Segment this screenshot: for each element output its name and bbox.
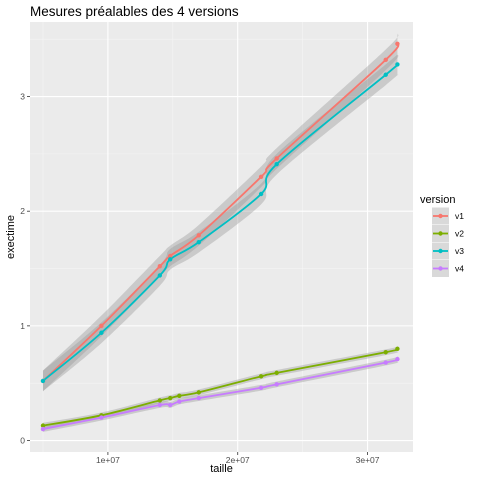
- point-v1: [383, 57, 388, 63]
- line-v4: [42, 358, 400, 430]
- legend-point-v2: [438, 231, 443, 236]
- line-v1: [42, 43, 400, 382]
- point-v4: [274, 382, 279, 387]
- legend: version v1 v2 v3 v4: [420, 194, 464, 277]
- legend-label-v4: v4: [455, 264, 464, 274]
- x-axis-title: taille: [210, 463, 233, 475]
- grid-minor: [30, 22, 413, 452]
- point-v4: [157, 402, 163, 408]
- point-v4: [395, 356, 400, 362]
- line-v3: [42, 63, 400, 382]
- point-v3: [258, 191, 264, 197]
- legend-label-v2: v2: [455, 229, 464, 239]
- point-v3: [274, 161, 279, 167]
- point-v3: [395, 62, 400, 67]
- point-v1: [99, 323, 104, 329]
- point-v2: [258, 374, 264, 379]
- legend-title: version: [420, 194, 455, 206]
- point-v3: [196, 239, 201, 245]
- point-v2: [40, 423, 46, 428]
- point-v2: [177, 393, 182, 399]
- legend-point-v4: [438, 266, 443, 271]
- point-v3: [99, 330, 104, 335]
- point-v4: [177, 399, 182, 404]
- line-v2: [42, 347, 400, 427]
- point-v1: [168, 253, 173, 259]
- legend-point-v1: [438, 213, 443, 219]
- point-v4: [383, 360, 388, 365]
- y-axis-title: exectime: [5, 215, 17, 259]
- point-v2: [383, 350, 388, 355]
- series-lines: [42, 43, 400, 430]
- x-tick-label: 1e+07: [96, 455, 120, 465]
- point-v4: [99, 415, 104, 420]
- point-v2: [274, 370, 279, 376]
- point-v1: [395, 41, 400, 46]
- y-tick-label: 3: [20, 92, 25, 102]
- point-v1: [157, 264, 163, 269]
- point-v2: [157, 398, 163, 403]
- point-v3: [168, 257, 173, 262]
- grid-major: [30, 22, 413, 452]
- legend-point-v3: [438, 248, 443, 254]
- point-v3: [157, 273, 163, 278]
- y-tick-label: 0: [20, 436, 25, 446]
- x-axis: 1e+07 2e+07 3e+07: [96, 452, 380, 465]
- y-axis: 0 1 2 3: [20, 92, 30, 446]
- point-v4: [40, 426, 46, 432]
- point-v4: [196, 395, 201, 401]
- point-v2: [168, 395, 173, 401]
- y-tick-label: 2: [20, 206, 25, 216]
- point-v3: [40, 378, 46, 384]
- point-v1: [196, 233, 201, 238]
- chart-title: Mesures préalables des 4 versions: [30, 4, 239, 19]
- point-v4: [168, 402, 173, 408]
- legend-label-v1: v1: [455, 211, 464, 221]
- legend-label-v3: v3: [455, 246, 464, 256]
- point-v2: [395, 346, 400, 351]
- point-v3: [383, 72, 388, 77]
- band-v1: [42, 33, 399, 392]
- point-v2: [196, 390, 201, 395]
- series-points: [40, 41, 400, 432]
- band-v3: [42, 53, 399, 392]
- y-tick-label: 1: [20, 321, 25, 331]
- point-v1: [274, 156, 279, 161]
- x-tick-label: 3e+07: [356, 455, 380, 465]
- point-v1: [258, 174, 264, 179]
- point-v4: [258, 385, 264, 390]
- x-tick-label: 2e+07: [226, 455, 250, 465]
